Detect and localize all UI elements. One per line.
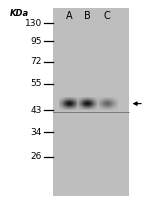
Text: 95: 95 <box>30 37 42 46</box>
Bar <box>53 8 129 196</box>
Text: B: B <box>84 11 91 21</box>
Text: 55: 55 <box>30 79 42 88</box>
Text: 34: 34 <box>31 128 42 137</box>
Text: A: A <box>66 11 72 21</box>
Text: 26: 26 <box>31 152 42 161</box>
Text: KDa: KDa <box>10 9 29 18</box>
Text: 130: 130 <box>25 19 42 28</box>
Text: 72: 72 <box>31 57 42 66</box>
Text: 43: 43 <box>31 106 42 115</box>
Text: C: C <box>104 11 111 21</box>
